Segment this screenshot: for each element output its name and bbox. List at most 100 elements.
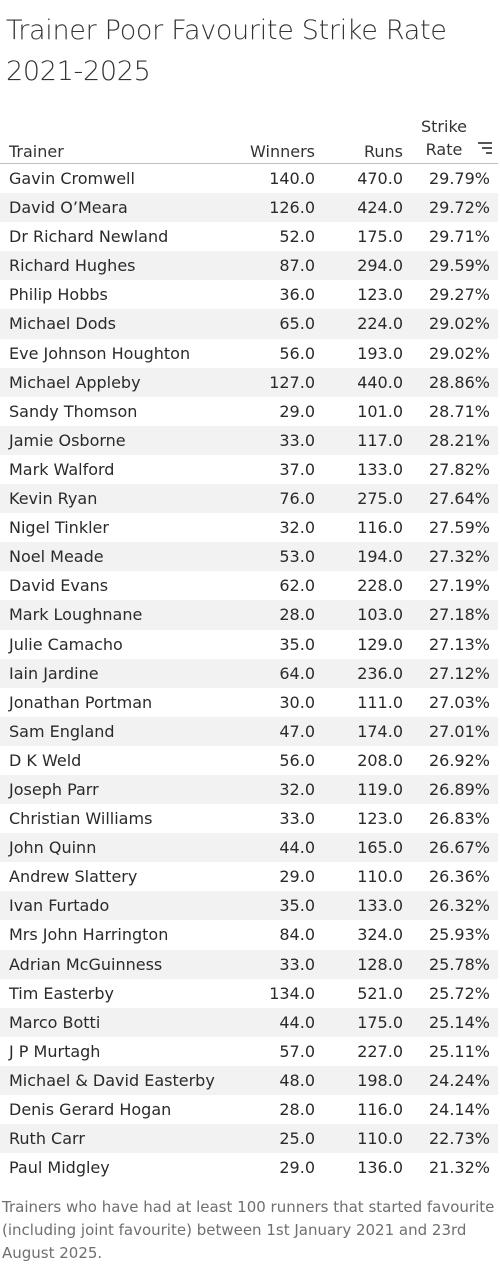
table-row: Michael & David Easterby 48.0 198.0 24.24% (0, 1065, 498, 1095)
trainer-cell: Ruth Carr (9, 1129, 85, 1149)
strike-rate-cell: 28.71% (428, 401, 490, 421)
runs-cell: 116.0 (357, 1100, 403, 1119)
table-row: Dr Richard Newland 52.0 175.0 29.71% (0, 222, 498, 251)
winners-cell: 44.0 (279, 1012, 315, 1032)
page-title: Trainer Poor Favourite Strike Rate 2021-… (6, 15, 447, 87)
sort-descending-icon[interactable] (478, 142, 492, 155)
runs-cell: 133.0 (357, 896, 403, 916)
runs-cell: 175.0 (357, 1012, 403, 1032)
table-row: Nigel Tinkler 32.0 116.0 27.59% (0, 513, 498, 542)
strike-rate-cell: 29.02% (428, 343, 490, 363)
trainer-cell: Michael & David Easterby (9, 1070, 215, 1090)
column-header-strike-rate[interactable]: Strike Rate (421, 115, 467, 161)
table-body: Gavin Cromwell 140.0 470.0 29.79% David O’Me… (0, 164, 498, 1182)
runs-cell: 117.0 (357, 430, 403, 450)
strike-rate-cell: 27.32% (428, 547, 490, 567)
table-row: Joseph Parr 32.0 119.0 26.89% (0, 774, 498, 805)
winners-cell: 140.0 (269, 169, 315, 188)
trainer-cell: Paul Midgley (9, 1158, 110, 1178)
trainer-cell: Nigel Tinkler (9, 518, 109, 538)
strike-rate-cell: 26.32% (428, 896, 490, 916)
table-row: Christian Williams 33.0 123.0 26.83% (0, 804, 498, 833)
trainer-cell: Marco Botti (9, 1012, 101, 1032)
winners-cell: 33.0 (279, 954, 315, 974)
table-row: Sam England 47.0 174.0 27.01% (0, 716, 498, 746)
runs-cell: 275.0 (357, 489, 403, 509)
table-row: Julie Camacho 35.0 129.0 27.13% (0, 630, 498, 659)
trainer-cell: Denis Gerard Hogan (9, 1100, 172, 1119)
winners-cell: 36.0 (279, 285, 315, 305)
table-row: Kevin Ryan 76.0 275.0 27.64% (0, 484, 498, 514)
runs-cell: 110.0 (357, 1129, 403, 1149)
runs-cell: 174.0 (357, 721, 403, 741)
trainer-cell: Eve Johnson Houghton (9, 343, 191, 363)
table-row: Mrs John Harrington 84.0 324.0 25.93% (0, 920, 498, 949)
winners-cell: 52.0 (279, 227, 315, 247)
trainer-cell: Sandy Thomson (9, 401, 138, 421)
strike-rate-cell: 29.79% (428, 169, 490, 188)
trainer-cell: Mrs John Harrington (9, 925, 169, 945)
table-row: Tim Easterby 134.0 521.0 25.72% (0, 979, 498, 1008)
strike-rate-cell: 27.13% (428, 634, 490, 654)
trainer-cell: J P Murtagh (9, 1041, 101, 1061)
winners-cell: 53.0 (279, 547, 315, 567)
strike-rate-cell: 26.36% (428, 867, 490, 887)
strike-rate-cell: 27.82% (428, 459, 490, 479)
table-row: Eve Johnson Houghton 56.0 193.0 29.02% (0, 339, 498, 368)
runs-cell: 198.0 (357, 1070, 403, 1090)
runs-cell: 101.0 (357, 401, 403, 421)
winners-cell: 32.0 (279, 779, 315, 799)
strike-rate-cell: 27.19% (428, 576, 490, 596)
strike-rate-cell: 29.59% (428, 256, 490, 276)
trainer-cell: Kevin Ryan (9, 489, 98, 509)
table-row: Andrew Slattery 29.0 110.0 26.36% (0, 862, 498, 891)
runs-cell: 521.0 (357, 983, 403, 1003)
table-row: D K Weld 56.0 208.0 26.92% (0, 746, 498, 775)
trainer-cell: Mark Loughnane (9, 605, 143, 625)
trainer-cell: Ivan Furtado (9, 896, 110, 916)
trainer-cell: Joseph Parr (9, 779, 99, 799)
runs-cell: 165.0 (357, 838, 403, 858)
trainer-cell: Dr Richard Newland (9, 227, 169, 247)
strike-rate-cell: 27.12% (428, 663, 490, 683)
runs-cell: 116.0 (357, 518, 403, 538)
runs-cell: 119.0 (357, 779, 403, 799)
winners-cell: 76.0 (279, 489, 315, 509)
table-row: Philip Hobbs 36.0 123.0 29.27% (0, 280, 498, 309)
runs-cell: 193.0 (357, 343, 403, 363)
table-header: Trainer Winners Runs Strike Rate (0, 112, 498, 164)
column-header-runs[interactable]: Runs (363, 142, 403, 161)
strike-rate-cell: 21.32% (428, 1158, 490, 1178)
strike-rate-cell: 29.72% (428, 198, 490, 218)
runs-cell: 227.0 (357, 1041, 403, 1061)
strike-rate-cell: 26.92% (428, 750, 490, 770)
runs-cell: 111.0 (357, 692, 403, 712)
column-header-trainer[interactable]: Trainer (9, 142, 64, 161)
winners-cell: 33.0 (279, 430, 315, 450)
trainer-cell: Noel Meade (9, 547, 104, 567)
table-row: Gavin Cromwell 140.0 470.0 29.79% (0, 164, 498, 193)
strike-rate-cell: 25.14% (428, 1012, 490, 1032)
winners-cell: 35.0 (279, 634, 315, 654)
strike-rate-cell: 27.59% (428, 518, 490, 538)
winners-cell: 134.0 (269, 983, 315, 1003)
strike-rate-cell: 27.03% (428, 692, 490, 712)
runs-cell: 440.0 (357, 372, 403, 392)
trainer-cell: Iain Jardine (9, 663, 99, 683)
strike-rate-cell: 29.02% (428, 314, 490, 334)
winners-cell: 84.0 (279, 925, 315, 945)
runs-cell: 129.0 (357, 634, 403, 654)
strike-rate-cell: 22.73% (428, 1129, 490, 1149)
strike-rate-cell: 29.27% (428, 285, 490, 305)
strike-rate-cell: 27.64% (428, 489, 490, 509)
trainer-cell: Tim Easterby (9, 983, 114, 1003)
winners-cell: 28.0 (279, 605, 315, 625)
strike-rate-cell: 24.14% (428, 1100, 490, 1119)
table-row: Richard Hughes 87.0 294.0 29.59% (0, 251, 498, 281)
column-header-winners[interactable]: Winners (250, 142, 315, 161)
trainer-cell: Gavin Cromwell (9, 169, 135, 188)
winners-cell: 126.0 (269, 198, 315, 218)
winners-cell: 28.0 (279, 1100, 315, 1119)
winners-cell: 127.0 (269, 372, 315, 392)
strike-rate-cell: 25.93% (428, 925, 490, 945)
